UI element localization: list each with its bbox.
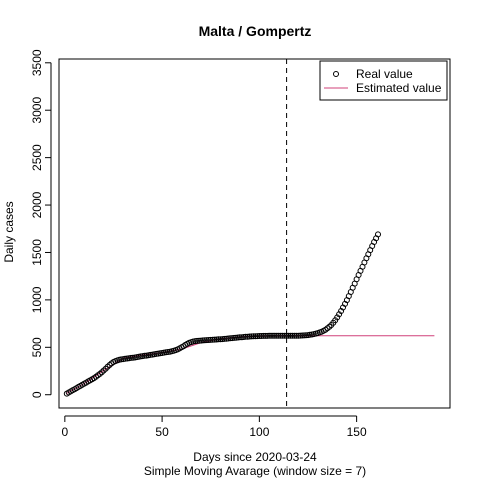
real-value-point xyxy=(205,337,212,343)
real-value-point xyxy=(256,333,263,339)
real-value-point xyxy=(242,333,249,340)
real-value-point xyxy=(375,231,381,238)
real-value-point xyxy=(248,333,255,340)
real-value-point xyxy=(293,332,300,339)
real-value-point xyxy=(258,333,265,339)
real-value-point xyxy=(279,332,286,339)
real-value-point xyxy=(217,336,224,343)
real-value-point xyxy=(236,334,243,341)
real-value-point xyxy=(273,332,280,339)
real-value-point xyxy=(254,333,261,340)
y-axis: 0 500 1000 1500 2000 2500 3000 3500 xyxy=(30,49,52,398)
real-value-point xyxy=(252,333,259,340)
real-value-point xyxy=(289,332,296,339)
real-value-point xyxy=(194,337,201,344)
y-tick-label: 500 xyxy=(30,337,44,357)
real-value-point xyxy=(326,323,333,330)
real-value-point xyxy=(198,337,204,344)
legend: Real value Estimated value xyxy=(319,60,448,101)
plot-frame xyxy=(58,58,451,409)
real-value-point xyxy=(260,332,267,339)
x-axis: 0 50 100 150 xyxy=(61,415,367,439)
real-value-point xyxy=(207,336,214,343)
real-value-point xyxy=(266,332,273,339)
real-value-point xyxy=(221,335,228,342)
real-value-point xyxy=(268,332,274,339)
real-value-point xyxy=(287,332,294,339)
real-value-point xyxy=(285,332,292,339)
legend-real-value-label: Real value xyxy=(356,67,413,81)
real-value-point xyxy=(98,369,105,376)
y-tick-label: 1000 xyxy=(30,286,44,313)
real-value-point xyxy=(295,332,302,339)
real-value-point xyxy=(129,354,136,361)
x-tick-label: 0 xyxy=(61,425,68,439)
real-value-point xyxy=(277,332,284,339)
real-value-point xyxy=(301,332,308,339)
real-value-point xyxy=(271,332,278,339)
legend-real-value-marker xyxy=(333,71,339,77)
x-axis-sublabel: Simple Moving Avarage (window size = 7) xyxy=(144,464,366,478)
real-value-point xyxy=(334,314,341,321)
legend-estimated-value-label: Estimated value xyxy=(356,81,442,95)
y-tick-label: 1500 xyxy=(30,239,44,266)
y-tick-label: 2000 xyxy=(30,191,44,218)
real-value-series xyxy=(63,231,381,397)
x-tick-label: 150 xyxy=(347,425,367,439)
x-axis-label: Days since 2020-03-24 xyxy=(193,450,317,464)
real-value-point xyxy=(264,332,271,339)
x-tick-label: 100 xyxy=(249,425,269,439)
real-value-point xyxy=(303,332,309,339)
real-value-point xyxy=(203,337,210,344)
y-axis-label: Daily cases xyxy=(2,201,16,262)
legend-box xyxy=(319,60,448,101)
real-value-point xyxy=(270,332,276,339)
y-tick-label: 0 xyxy=(30,391,44,398)
real-value-point xyxy=(215,336,222,343)
chart-title: Malta / Gompertz xyxy=(199,23,312,39)
estimated-value-line xyxy=(66,335,435,394)
real-value-point xyxy=(246,333,253,340)
real-value-point xyxy=(291,332,298,339)
real-value-point xyxy=(299,332,306,339)
real-value-point xyxy=(200,337,206,344)
real-value-point xyxy=(102,365,109,372)
x-tick-label: 50 xyxy=(155,425,169,439)
real-value-point xyxy=(211,336,218,343)
y-tick-label: 3000 xyxy=(30,97,44,124)
y-tick-label: 3500 xyxy=(30,49,44,76)
real-value-point xyxy=(196,337,203,344)
real-value-point xyxy=(250,333,257,340)
real-value-point xyxy=(281,332,288,339)
y-tick-label: 2500 xyxy=(30,144,44,171)
real-value-point xyxy=(275,332,282,339)
real-value-point xyxy=(262,332,269,339)
real-value-point xyxy=(225,335,232,342)
real-value-point xyxy=(297,332,304,339)
real-value-point xyxy=(233,334,239,341)
real-value-point xyxy=(229,335,236,342)
